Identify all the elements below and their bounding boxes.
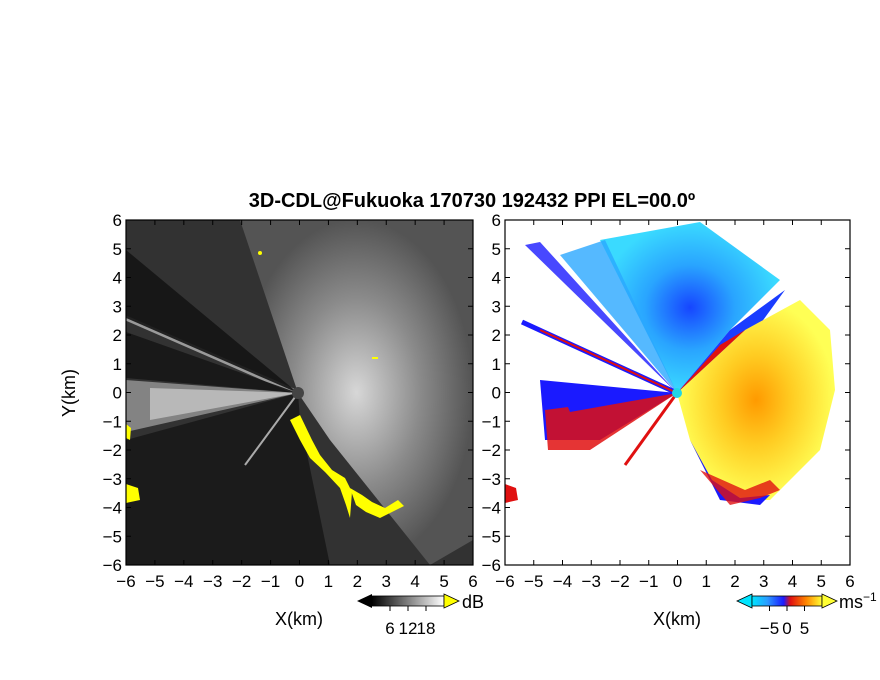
y-tick-label: 3 [492, 297, 501, 316]
y-tick-label: −1 [103, 412, 122, 431]
x-tick-label: 2 [730, 572, 739, 591]
y-tick-label: −1 [482, 412, 501, 431]
x-tick-label: −5 [524, 572, 543, 591]
y-tick-label: 0 [492, 384, 501, 403]
x-tick-label: 3 [759, 572, 768, 591]
x-tick-label: −6 [495, 572, 514, 591]
y-tick-label: −4 [482, 499, 501, 518]
x-tick-label: 0 [673, 572, 682, 591]
x-tick-label: −4 [553, 572, 572, 591]
reflectivity-x-ticks: −6 −5 −4 −3 −2 −1 0 1 2 3 4 5 6 [116, 220, 478, 591]
colorbar-tick-label: 12 [399, 619, 418, 638]
x-tick-label: 6 [468, 572, 477, 591]
reflectivity-y-label: Y(km) [59, 369, 79, 417]
reflectivity-colorbar: 6 12 18 dB [357, 592, 484, 638]
colorbar-tick-label: −5 [760, 619, 779, 638]
x-tick-label: −2 [232, 572, 251, 591]
x-tick-label: 1 [702, 572, 711, 591]
velocity-colorbar: −5 0 5 ms−1 [736, 590, 877, 638]
x-tick-label: −6 [116, 572, 135, 591]
reflectivity-x-label: X(km) [275, 609, 323, 629]
x-tick-label: 3 [382, 572, 391, 591]
colorbar-tick-label: 6 [385, 619, 394, 638]
y-tick-label: 6 [492, 211, 501, 230]
y-tick-label: 2 [492, 326, 501, 345]
y-tick-label: −3 [103, 470, 122, 489]
reflectivity-field [126, 220, 473, 565]
colorbar-tick-label: 0 [782, 619, 791, 638]
y-tick-label: −5 [103, 527, 122, 546]
reflectivity-y-ticks: −6 −5 −4 −3 −2 −1 0 1 2 3 4 5 6 [103, 211, 473, 575]
y-tick-label: 1 [113, 355, 122, 374]
y-tick-label: 2 [113, 326, 122, 345]
colorbar-over-arrow [443, 593, 460, 609]
velocity-panel: −6 −5 −4 −3 −2 −1 0 1 2 3 4 5 6 −6−5−4−3−2−10123456 … [482, 211, 877, 638]
velocity-field [505, 220, 850, 565]
y-tick-label: −6 [103, 556, 122, 575]
colorbar-tick-label: 18 [417, 619, 436, 638]
x-tick-label: 2 [353, 572, 362, 591]
colorbar-under-arrow [357, 594, 372, 608]
colorbar-gray-bar [371, 595, 445, 607]
reflectivity-colorbar-unit: dB [462, 592, 484, 612]
x-tick-label: −5 [145, 572, 164, 591]
velocity-x-ticks: −6 −5 −4 −3 −2 −1 0 1 2 3 4 5 6 [495, 220, 855, 591]
velocity-colorbar-unit: ms−1 [839, 590, 877, 612]
velocity-x-label: X(km) [653, 609, 701, 629]
x-tick-label: −1 [261, 572, 280, 591]
y-tick-label: −2 [103, 441, 122, 460]
x-tick-label: 0 [295, 572, 304, 591]
x-tick-label: −1 [639, 572, 658, 591]
figure-title: 3D-CDL@Fukuoka 170730 192432 PPI EL=00.0… [249, 190, 695, 212]
y-tick-label: −4 [103, 499, 122, 518]
x-tick-label: −2 [610, 572, 629, 591]
velocity-y-ticks: −6 −5 −4 −3 −2 −1 0 1 2 3 4 5 6 [482, 211, 850, 575]
x-tick-label: 5 [439, 572, 448, 591]
y-tick-label: 5 [113, 240, 122, 259]
x-tick-label: 1 [324, 572, 333, 591]
y-tick-label: −5 [482, 527, 501, 546]
x-tick-label: 5 [817, 572, 826, 591]
x-tick-label: −3 [582, 572, 601, 591]
y-tick-label: 4 [113, 269, 122, 288]
colorbar-under-arrow [736, 593, 753, 609]
colorbar-velocity-bar [751, 595, 823, 607]
y-tick-label: 3 [113, 297, 122, 316]
x-tick-label: −3 [203, 572, 222, 591]
y-tick-label: 6 [113, 211, 122, 230]
y-tick-label: −3 [482, 470, 501, 489]
y-tick-label: 4 [492, 269, 501, 288]
y-tick-label: 1 [492, 355, 501, 374]
y-tick-label: 0 [113, 384, 122, 403]
x-tick-label: −4 [174, 572, 193, 591]
y-tick-label: −2 [482, 441, 501, 460]
colorbar-over-arrow [821, 593, 838, 609]
y-tick-label: −6 [482, 556, 501, 575]
x-tick-label: 4 [410, 572, 419, 591]
y-tick-label: 5 [492, 240, 501, 259]
reflectivity-panel: −6 −5 −4 −3 −2 −1 0 1 2 3 4 5 6 −6−5−4−3−2−10123456 … [59, 211, 484, 638]
colorbar-tick-label: 5 [800, 619, 809, 638]
x-tick-label: 4 [788, 572, 797, 591]
x-tick-label: 6 [845, 572, 854, 591]
